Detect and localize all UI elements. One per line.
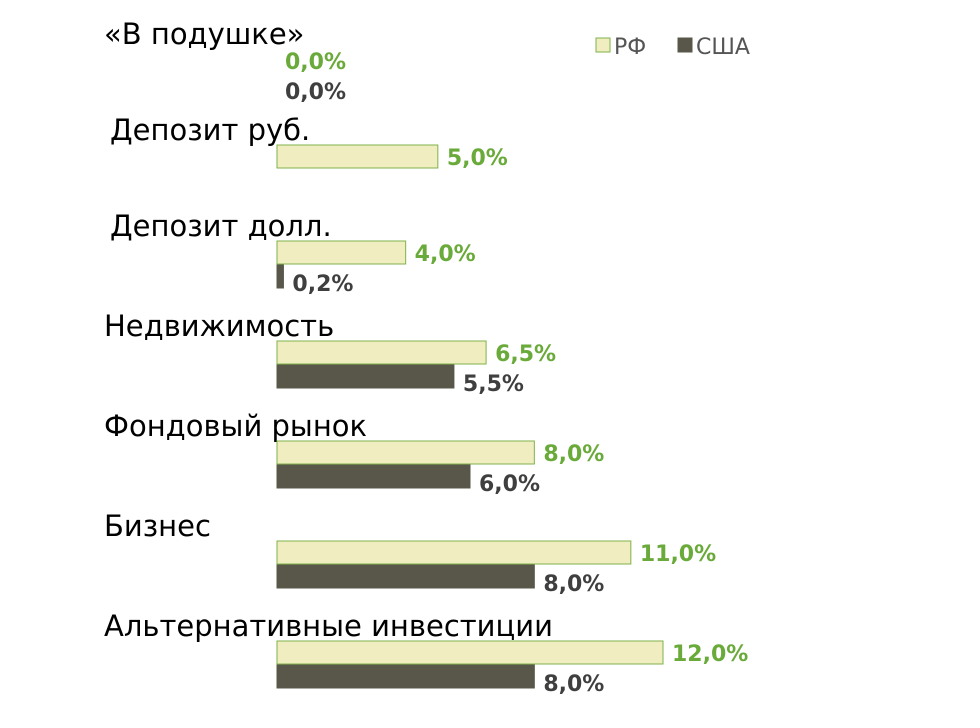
category-label: Депозит долл. bbox=[110, 209, 332, 243]
category-label: Альтернативные инвестиции bbox=[104, 609, 553, 643]
bar-usa bbox=[276, 464, 471, 489]
bar-rf bbox=[276, 540, 632, 565]
bar-usa bbox=[276, 664, 535, 689]
value-label-rf: 6,5% bbox=[495, 342, 556, 367]
bar-rf bbox=[276, 340, 487, 365]
value-label-usa: 5,5% bbox=[463, 372, 524, 397]
legend-label-rf: РФ bbox=[614, 35, 646, 60]
category-label: Фондовый рынок bbox=[104, 409, 367, 443]
legend-swatch-usa bbox=[677, 37, 693, 53]
value-label-rf: 5,0% bbox=[447, 146, 508, 171]
value-label-usa: 6,0% bbox=[479, 472, 540, 497]
bar-usa bbox=[276, 364, 455, 389]
bar-rf bbox=[276, 240, 407, 265]
category-label: Депозит руб. bbox=[110, 113, 310, 147]
bars bbox=[276, 144, 664, 689]
value-label-rf: 8,0% bbox=[543, 442, 604, 467]
legend-swatch-rf bbox=[595, 37, 611, 53]
value-label-rf: 0,0% bbox=[285, 50, 346, 75]
value-label-rf: 12,0% bbox=[672, 642, 748, 667]
bar-rf bbox=[276, 144, 439, 169]
value-label-usa: 0,0% bbox=[285, 80, 346, 105]
bar-usa bbox=[276, 564, 535, 589]
value-label-usa: 8,0% bbox=[543, 672, 604, 697]
category-label: Бизнес bbox=[104, 509, 211, 543]
bar-usa bbox=[276, 264, 284, 289]
category-label: Недвижимость bbox=[104, 309, 334, 343]
bar-rf bbox=[276, 440, 535, 465]
value-label-usa: 8,0% bbox=[543, 572, 604, 597]
value-labels: 0,0%0,0%5,0%4,0%0,2%6,5%5,5%8,0%6,0%11,0… bbox=[285, 50, 748, 697]
value-label-usa: 0,2% bbox=[292, 272, 353, 297]
value-label-rf: 4,0% bbox=[415, 242, 476, 267]
legend: РФ США bbox=[595, 35, 750, 60]
category-labels: «В подушке» Депозит руб. Депозит долл. Недв… bbox=[104, 17, 553, 643]
category-label: «В подушке» bbox=[104, 17, 304, 51]
bar-rf bbox=[276, 640, 664, 665]
value-label-rf: 11,0% bbox=[640, 542, 716, 567]
legend-label-usa: США bbox=[696, 35, 750, 60]
